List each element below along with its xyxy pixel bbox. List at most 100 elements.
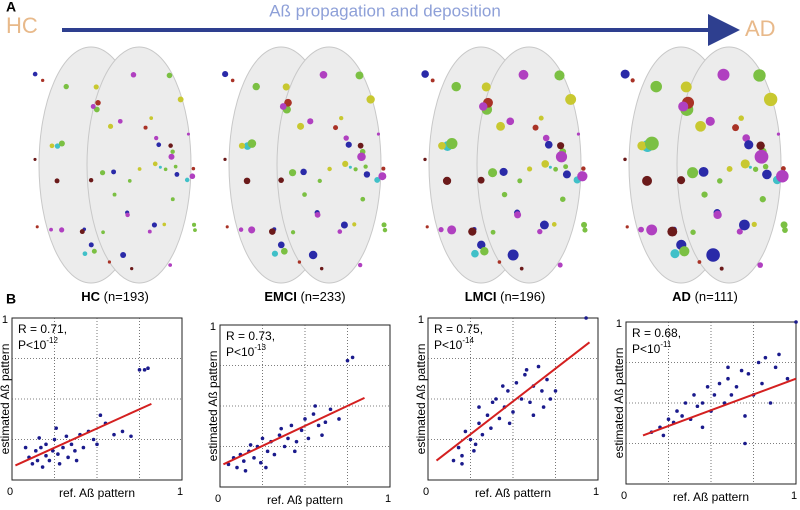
region-sphere xyxy=(143,125,148,130)
region-sphere xyxy=(193,228,197,232)
region-sphere xyxy=(147,229,152,234)
region-sphere xyxy=(282,83,290,91)
y-tick-label: 1 xyxy=(210,321,216,333)
region-sphere xyxy=(719,266,724,271)
data-point xyxy=(242,459,246,463)
region-sphere xyxy=(532,124,539,131)
stat-p: P<10-13 xyxy=(226,343,266,359)
data-point xyxy=(52,437,57,442)
data-point xyxy=(756,360,761,365)
region-sphere xyxy=(339,115,344,121)
region-sphere xyxy=(638,226,644,233)
x-tick-label: 0 xyxy=(215,493,221,505)
data-point xyxy=(306,436,311,441)
x-tick-label: 0 xyxy=(7,486,13,498)
region-sphere xyxy=(107,260,112,264)
region-sphere xyxy=(538,115,544,121)
data-point xyxy=(81,445,86,450)
region-sphere xyxy=(642,175,653,186)
stat-p-base: P<10 xyxy=(632,342,661,356)
region-sphere xyxy=(173,164,178,169)
x-tick-label: 1 xyxy=(177,486,183,498)
region-sphere xyxy=(776,169,789,183)
region-sphere xyxy=(679,246,690,257)
data-point xyxy=(57,462,62,466)
data-point xyxy=(282,444,287,449)
region-sphere xyxy=(93,84,99,90)
data-point xyxy=(265,449,270,454)
region-sphere xyxy=(780,221,788,229)
data-point xyxy=(785,376,790,381)
region-sphere xyxy=(496,121,505,131)
data-point xyxy=(69,442,74,447)
region-sphere xyxy=(177,96,184,103)
region-sphere xyxy=(168,143,173,148)
data-point xyxy=(548,397,553,401)
region-sphere xyxy=(782,227,788,233)
region-sphere xyxy=(307,118,314,125)
data-point xyxy=(523,372,527,377)
region-sphere xyxy=(252,82,260,91)
region-sphere xyxy=(705,116,715,126)
data-point xyxy=(30,462,35,466)
region-sphere xyxy=(149,116,154,121)
data-point xyxy=(34,449,38,453)
data-point xyxy=(705,385,710,389)
region-sphere xyxy=(151,222,157,228)
region-sphere xyxy=(541,160,550,168)
region-sphere xyxy=(468,227,477,236)
region-sphere xyxy=(763,92,778,107)
region-sphere xyxy=(514,211,522,219)
region-sphere xyxy=(152,161,158,167)
region-sphere xyxy=(363,171,371,178)
region-sphere xyxy=(697,260,702,264)
region-sphere xyxy=(726,166,733,172)
group-label: EMCI (n=233) xyxy=(264,289,345,304)
region-sphere xyxy=(670,249,680,259)
region-sphere xyxy=(752,166,759,172)
region-sphere xyxy=(756,141,765,150)
x-tick-label: 0 xyxy=(621,490,627,502)
region-sphere xyxy=(191,222,197,227)
x-tick-label: 1 xyxy=(385,493,391,505)
region-sphere xyxy=(695,120,706,132)
data-point xyxy=(272,452,277,457)
fit-line xyxy=(435,341,591,462)
region-sphere xyxy=(527,166,533,172)
data-point xyxy=(235,465,239,470)
region-sphere xyxy=(95,100,101,106)
x-tick-label: 0 xyxy=(423,486,429,498)
data-point xyxy=(37,436,41,440)
region-sphere xyxy=(581,221,588,228)
data-point xyxy=(259,460,263,465)
data-point xyxy=(768,401,773,405)
group-n: (n=111) xyxy=(695,289,738,304)
region-sphere xyxy=(112,192,117,197)
data-point xyxy=(477,405,481,409)
region-sphere xyxy=(280,247,288,255)
region-sphere xyxy=(563,164,569,170)
region-sphere xyxy=(366,95,375,104)
region-sphere xyxy=(300,168,307,176)
region-sphere xyxy=(352,222,357,227)
region-sphere xyxy=(49,143,55,149)
group-name: LMCI xyxy=(465,289,497,304)
region-sphere xyxy=(130,72,137,78)
data-point xyxy=(717,381,722,386)
data-point xyxy=(540,389,544,393)
data-point xyxy=(260,436,265,441)
region-sphere xyxy=(423,157,427,162)
region-sphere xyxy=(438,141,446,150)
region-sphere xyxy=(319,266,324,271)
data-point xyxy=(289,423,294,428)
region-sphere xyxy=(374,177,381,183)
group-n: (n=193) xyxy=(104,289,149,304)
y-axis-label: estimated Aß pattern xyxy=(206,351,220,462)
region-sphere xyxy=(288,169,297,177)
group-n: (n=196) xyxy=(500,289,545,304)
region-sphere xyxy=(137,167,142,171)
region-sphere xyxy=(753,69,766,82)
region-sphere xyxy=(740,159,750,169)
region-sphere xyxy=(223,157,227,162)
